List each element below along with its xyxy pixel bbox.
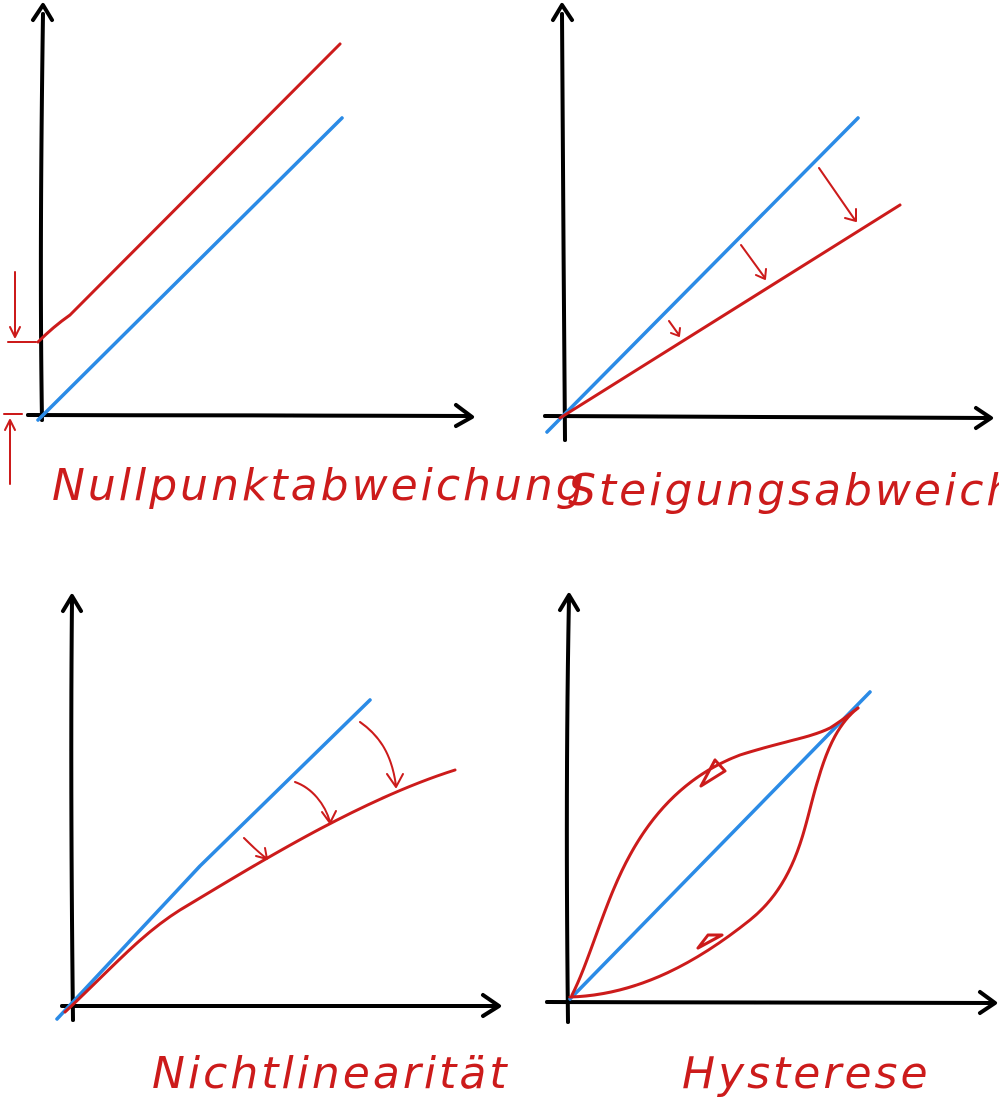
panel-slope-error: Steigungsabweichung <box>543 3 999 516</box>
nonlinear-arrow-1 <box>243 837 267 859</box>
axes <box>543 3 993 442</box>
slope-line <box>558 203 902 420</box>
hysteresis-arrowhead-upper <box>699 758 727 788</box>
nonlinear-arrow-3 <box>359 721 397 787</box>
y-axis-arrowhead <box>61 594 83 613</box>
slope-arrow-3 <box>818 167 856 221</box>
ideal-line <box>545 116 860 434</box>
offset-arrow-down-head <box>9 326 21 338</box>
slope-arrow-1 <box>668 320 680 336</box>
ideal-line <box>55 698 372 1021</box>
x-axis <box>26 412 470 418</box>
nonlinear-arrow-1-head <box>255 847 268 860</box>
hysteresis-arrowhead-lower <box>696 933 724 950</box>
panel-offset-error: Nullpunktabweichung <box>3 3 587 511</box>
y-axis <box>69 598 75 1022</box>
y-axis-arrowhead <box>558 593 580 612</box>
y-axis <box>564 596 571 1024</box>
x-axis <box>545 1000 994 1005</box>
panel-nonlinearity: Nichtlinearität <box>55 594 510 1099</box>
x-axis-arrowhead <box>978 990 997 1015</box>
y-axis-arrowhead <box>551 3 574 22</box>
axes <box>545 593 997 1024</box>
hysteresis-lower-branch <box>568 706 860 999</box>
y-axis <box>560 12 567 442</box>
nonlinear-arrow-2 <box>294 781 331 823</box>
caption-nonlinearity: Nichtlinearität <box>152 1048 510 1099</box>
slope-arrow-1-head <box>670 327 681 337</box>
slope-arrow-2 <box>740 244 766 279</box>
offset-markers <box>3 271 37 485</box>
x-axis-arrowhead <box>454 403 474 428</box>
nonlinear-curve <box>63 768 457 1014</box>
nonlinear-arrow-3-head <box>386 773 404 788</box>
y-axis <box>38 12 45 422</box>
panel-hysteresis: Hysterese <box>545 593 997 1099</box>
axes <box>26 3 474 428</box>
offset-arrow-up-head <box>4 419 16 431</box>
slope-arrows <box>668 167 857 337</box>
ideal-line <box>36 116 344 422</box>
x-axis <box>543 414 990 420</box>
x-axis-arrowhead <box>974 406 993 430</box>
offset-line <box>36 42 342 344</box>
y-axis-arrowhead <box>31 3 54 22</box>
caption-offset-error: Nullpunktabweichung <box>52 460 587 511</box>
slope-arrow-2-head <box>755 268 767 280</box>
caption-slope-error: Steigungsabweichung <box>568 465 999 516</box>
caption-hysteresis: Hysterese <box>682 1048 931 1099</box>
nonlinear-arrow-2-head <box>321 810 337 824</box>
nonlinearity-arrows <box>243 721 404 860</box>
slope-arrow-3-head <box>844 208 857 222</box>
axes <box>60 594 501 1022</box>
x-axis-arrowhead <box>481 993 501 1018</box>
ideal-line <box>568 690 872 1001</box>
